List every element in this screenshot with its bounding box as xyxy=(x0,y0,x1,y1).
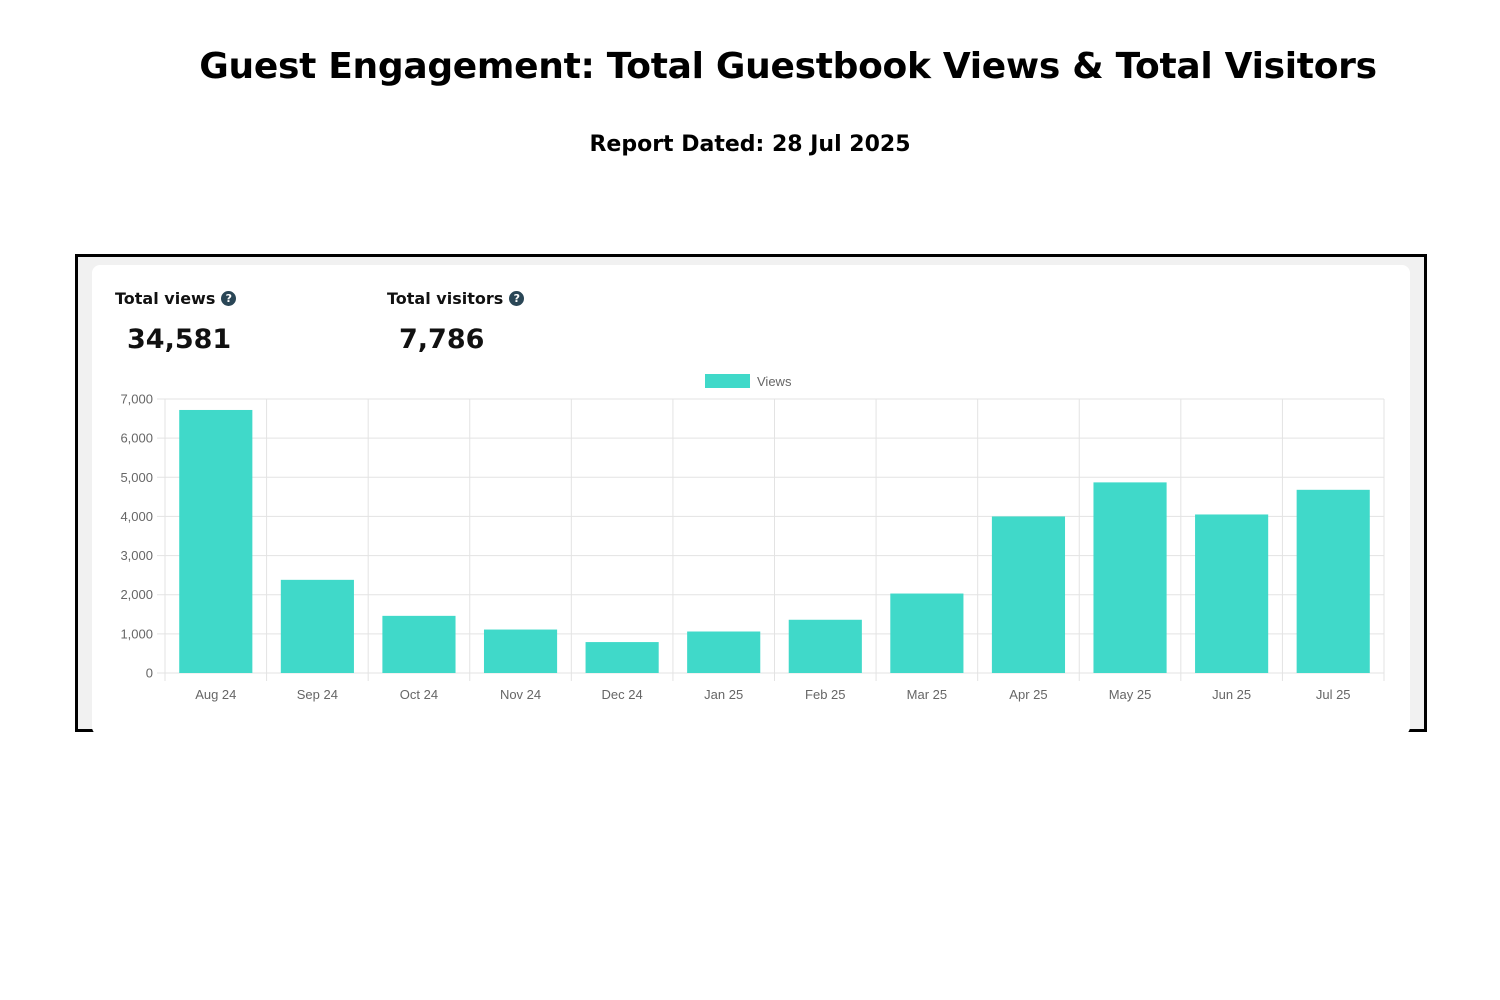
bar-jun-25 xyxy=(1195,514,1269,673)
y-tick-label: 4,000 xyxy=(120,509,153,524)
total-views-stat: Total views ? 34,581 xyxy=(115,289,237,355)
bar-sep-24 xyxy=(280,579,354,673)
bar-dec-24 xyxy=(585,642,659,673)
x-tick-label: May 25 xyxy=(1109,687,1152,702)
y-tick-label: 6,000 xyxy=(120,431,153,446)
x-tick-label: Oct 24 xyxy=(400,687,438,702)
y-tick-label: 1,000 xyxy=(120,626,153,641)
y-tick-label: 5,000 xyxy=(120,470,153,485)
bar-feb-25 xyxy=(788,619,862,673)
x-tick-label: Jan 25 xyxy=(704,687,743,702)
bar-may-25 xyxy=(1093,482,1167,673)
total-visitors-label: Total visitors xyxy=(387,289,504,308)
bar-nov-24 xyxy=(483,629,558,673)
bar-aug-24 xyxy=(179,409,253,673)
total-visitors-value: 7,786 xyxy=(399,324,485,355)
help-icon[interactable]: ? xyxy=(221,291,237,306)
x-tick-label: Feb 25 xyxy=(805,687,845,702)
x-tick-label: Jun 25 xyxy=(1212,687,1251,702)
bar-jan-25 xyxy=(687,631,761,673)
total-views-label: Total views xyxy=(115,289,216,308)
y-tick-label: 7,000 xyxy=(120,392,153,407)
report-title: Guest Engagement: Total Guestbook Views … xyxy=(199,46,1377,87)
bar-jul-25 xyxy=(1296,489,1370,673)
total-views-value: 34,581 xyxy=(127,324,232,355)
legend-swatch xyxy=(705,374,750,388)
x-tick-label: Jul 25 xyxy=(1316,687,1351,702)
y-tick-label: 3,000 xyxy=(120,548,153,563)
bar-apr-25 xyxy=(991,516,1066,673)
x-tick-label: Aug 24 xyxy=(195,687,236,702)
help-icon[interactable]: ? xyxy=(509,291,525,306)
x-tick-label: Mar 25 xyxy=(907,687,947,702)
report-date: Report Dated: 28 Jul 2025 xyxy=(589,132,911,157)
x-tick-label: Dec 24 xyxy=(602,687,643,702)
x-tick-label: Apr 25 xyxy=(1009,687,1047,702)
y-tick-label: 0 xyxy=(146,666,153,681)
x-tick-label: Sep 24 xyxy=(297,687,338,702)
x-tick-label: Nov 24 xyxy=(500,687,541,702)
bar-mar-25 xyxy=(890,593,964,673)
bar-oct-24 xyxy=(382,615,456,673)
y-tick-label: 2,000 xyxy=(120,587,153,602)
legend-label: Views xyxy=(757,374,792,389)
total-visitors-stat: Total visitors ? 7,786 xyxy=(387,289,525,355)
